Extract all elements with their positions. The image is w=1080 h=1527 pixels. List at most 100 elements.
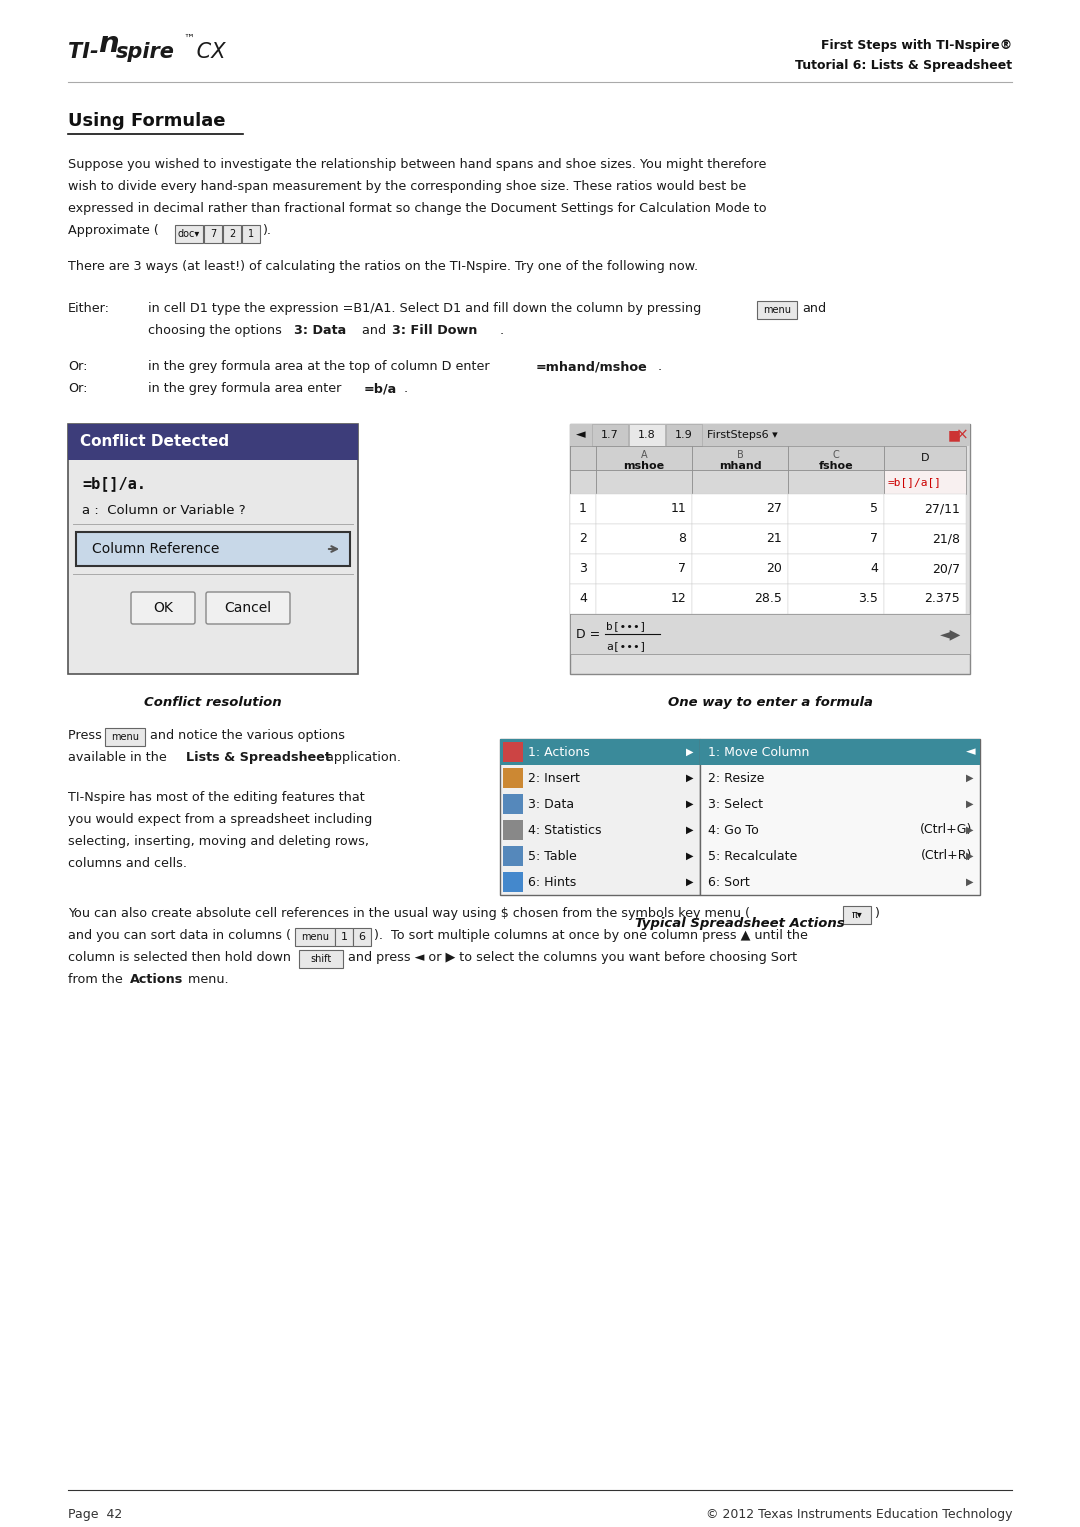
Text: CX: CX [190,43,226,63]
Text: 21/8: 21/8 [932,533,960,545]
FancyBboxPatch shape [885,446,966,470]
FancyBboxPatch shape [788,583,885,614]
FancyBboxPatch shape [503,820,523,840]
Text: ▶: ▶ [686,799,693,809]
FancyBboxPatch shape [692,470,788,495]
Text: fshoe: fshoe [819,461,853,470]
FancyBboxPatch shape [570,470,596,495]
Text: Approximate (: Approximate ( [68,224,159,237]
Text: ▶: ▶ [966,825,973,835]
Text: ◄: ◄ [576,429,585,441]
Text: C: C [833,450,839,460]
Text: choosing the options: choosing the options [148,324,286,337]
FancyBboxPatch shape [757,301,797,319]
Text: ▶: ▶ [966,799,973,809]
FancyBboxPatch shape [503,742,523,762]
Text: ▶: ▶ [686,747,693,757]
Text: 3: 3 [579,562,586,576]
FancyBboxPatch shape [885,554,966,583]
Text: and you can sort data in columns (: and you can sort data in columns ( [68,928,291,942]
Text: ▶: ▶ [686,825,693,835]
Text: 2: Resize: 2: Resize [708,771,765,785]
Text: ): ) [874,907,879,919]
Text: ▶: ▶ [966,773,973,783]
Text: Typical Spreadsheet Actions: Typical Spreadsheet Actions [635,918,845,930]
Text: Lists & Spreadsheet: Lists & Spreadsheet [186,751,330,764]
FancyBboxPatch shape [692,446,788,470]
FancyBboxPatch shape [788,495,885,524]
FancyBboxPatch shape [206,592,291,625]
Text: 7: 7 [210,229,216,240]
Text: columns and cells.: columns and cells. [68,857,187,870]
FancyBboxPatch shape [68,425,357,673]
Text: Using Formulae: Using Formulae [68,111,226,130]
FancyBboxPatch shape [570,614,970,654]
Text: ™: ™ [183,34,194,44]
Text: 1.8: 1.8 [638,431,656,440]
FancyBboxPatch shape [503,768,523,788]
Text: 5: Table: 5: Table [528,849,577,863]
FancyBboxPatch shape [204,224,222,243]
Text: column is selected then hold down: column is selected then hold down [68,951,295,964]
FancyBboxPatch shape [885,470,966,495]
Text: ▶: ▶ [686,773,693,783]
Text: TI-Nspire has most of the editing features that: TI-Nspire has most of the editing featur… [68,791,365,805]
Text: 7: 7 [678,562,686,576]
FancyBboxPatch shape [692,554,788,583]
Text: ).  To sort multiple columns at once by one column press ▲ until the: ). To sort multiple columns at once by o… [374,928,808,942]
Text: .: . [658,360,662,373]
FancyBboxPatch shape [68,425,357,460]
Text: 21: 21 [766,533,782,545]
Text: =mhand/mshoe: =mhand/mshoe [536,360,648,373]
Text: Or:: Or: [68,360,87,373]
Text: 11: 11 [671,502,686,516]
Text: Press: Press [68,728,106,742]
Text: 27: 27 [766,502,782,516]
Text: D =: D = [576,628,600,640]
Text: in the grey formula area enter: in the grey formula area enter [148,382,346,395]
Text: menu.: menu. [184,973,229,986]
Text: 3: Fill Down: 3: Fill Down [392,324,477,337]
Text: 2.375: 2.375 [924,592,960,606]
FancyBboxPatch shape [105,728,145,747]
Text: You can also create absolute cell references in the usual way using $ chosen fro: You can also create absolute cell refere… [68,907,750,919]
FancyBboxPatch shape [570,446,596,470]
Text: (Ctrl+R): (Ctrl+R) [920,849,972,863]
FancyBboxPatch shape [570,425,970,673]
Text: 5: 5 [870,502,878,516]
Text: 7: 7 [870,533,878,545]
Text: 1: 1 [248,229,254,240]
Text: Conflict resolution: Conflict resolution [145,696,282,709]
Text: 20: 20 [766,562,782,576]
Text: D: D [921,454,929,463]
FancyBboxPatch shape [242,224,260,243]
Text: =b[]/a.: =b[]/a. [82,476,146,492]
Text: Cancel: Cancel [225,602,271,615]
FancyBboxPatch shape [788,446,885,470]
Text: Or:: Or: [68,382,87,395]
Text: and notice the various options: and notice the various options [150,728,345,742]
Text: a :  Column or Variable ?: a : Column or Variable ? [82,504,245,518]
Text: 2: 2 [579,533,586,545]
Text: Column Reference: Column Reference [92,542,219,556]
Text: 1: Actions: 1: Actions [528,745,590,759]
Text: 6: 6 [359,931,365,942]
Text: Suppose you wished to investigate the relationship between hand spans and shoe s: Suppose you wished to investigate the re… [68,157,767,171]
Text: ◄: ◄ [966,745,975,759]
Text: .: . [404,382,408,395]
Text: 4: 4 [579,592,586,606]
Text: 5: Recalculate: 5: Recalculate [708,849,797,863]
Text: n: n [98,31,119,58]
Text: There are 3 ways (at least!) of calculating the ratios on the TI-Nspire. Try one: There are 3 ways (at least!) of calculat… [68,260,698,273]
Text: from the: from the [68,973,126,986]
Text: 3.5: 3.5 [859,592,878,606]
Text: a[•••]: a[•••] [606,641,647,651]
FancyBboxPatch shape [570,425,970,446]
Text: in the grey formula area at the top of column D enter: in the grey formula area at the top of c… [148,360,494,373]
Text: =b/a: =b/a [364,382,397,395]
FancyBboxPatch shape [596,524,692,554]
Text: expressed in decimal rather than fractional format so change the Document Settin: expressed in decimal rather than fractio… [68,202,767,215]
Text: shift: shift [310,954,332,964]
Text: 4: 4 [870,562,878,576]
FancyBboxPatch shape [788,524,885,554]
